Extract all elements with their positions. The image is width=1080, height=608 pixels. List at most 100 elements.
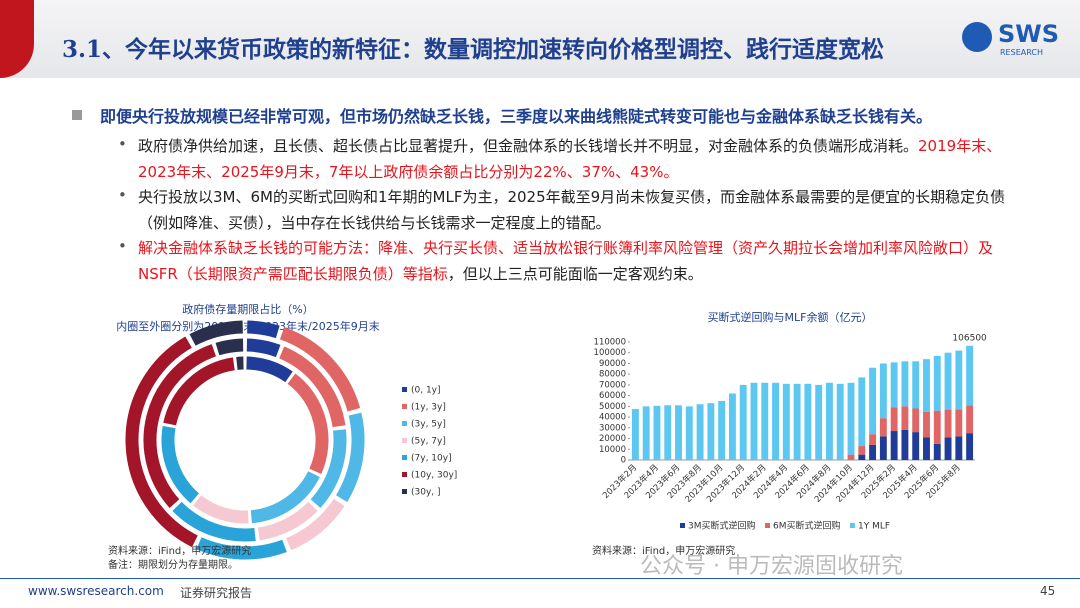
legend-swatch [765,523,770,528]
bullet-text: ，但以上三点可能面临一定客观约束。 [447,265,703,283]
legend-label: (7y, 10y] [411,454,452,464]
bar-segment [901,361,909,407]
bar-segment [869,434,877,445]
legend-swatch [680,523,685,528]
donut-slice [125,336,198,548]
bar-segment [696,404,704,460]
legend-swatch [850,523,855,528]
header-band [0,0,1080,78]
bar-segment [858,454,866,460]
donut-slice [250,471,320,524]
bar-segment [955,436,963,460]
y-tick-label: 80000 [599,370,626,380]
legend-swatch [402,438,407,443]
bar-segment [923,359,930,412]
bullet-text: 政府债净供给加速，且长债、超长债占比显著提升，但金融体系的长钱增长并不明显，对金… [138,137,919,155]
legend-swatch [402,404,407,409]
donut-slice [193,495,249,524]
legend-swatch [402,472,407,477]
legend-label: (1y, 3y] [411,403,446,413]
footer-site: www.swsresearch.com [28,584,164,598]
donut-slice [163,357,235,426]
bullet-square [72,110,82,120]
legend-label: (30y, ] [411,488,441,498]
bar-segment [923,437,930,460]
bar-segment [664,405,672,460]
donut-slice [246,356,293,383]
donut-slice [215,338,244,356]
donut-slice [279,346,346,428]
bar-segment [793,383,801,460]
bar-segment [782,383,790,460]
bar-segment [728,393,736,460]
logo-icon [962,22,992,52]
bar-segment [804,383,812,460]
donut-slice [172,501,256,542]
bar-segment [826,382,833,460]
legend-label: (3y, 5y] [411,420,446,430]
y-tick-label: 30000 [599,423,626,433]
main-point: 即便央行投放规模已经非常可观，但市场仍然缺乏长钱，三季度以来曲线熊陡式转变可能也… [100,107,933,126]
bar-segment [631,409,639,460]
bar-segment [955,409,963,437]
bar-segment [944,352,952,410]
footer-line [0,578,1080,579]
bar-segment [933,410,941,444]
bar-segment [901,406,909,430]
donut-slice [246,320,280,339]
bullet-text: 解决金融体系缺乏长钱的可能方法：降准、央行买长债、适当放松银行账簿利率风险管理（… [138,239,994,283]
bar-segment [836,383,844,460]
bar-segment [966,405,974,434]
bar-segment [933,443,941,460]
donut-slice [286,498,345,551]
donut-slice [287,373,329,475]
legend-swatch [402,455,407,460]
bar-segment [966,433,974,460]
bullet: 解决金融体系缺乏长钱的可能方法：降准、央行买长债、适当放松银行账簿利率风险管理（… [138,235,1030,287]
y-tick-label: 50000 [599,402,626,412]
bullet: 政府债净供给加速，且长债、超长债占比显著提升，但金融体系的长钱增长并不明显，对金… [138,133,1030,185]
footer-label: 证券研究报告 [180,586,253,600]
bar-segment [879,418,887,437]
legend-swatch [402,489,407,494]
bar-segment [923,411,930,438]
donut-slice [161,426,200,504]
bullet-text: 2019年末、2023年末、2025年9月末，7年以上政府债余额占比分别为22%… [138,137,1002,181]
legend-swatch [402,421,407,426]
bar-segment [750,382,758,460]
bar-segment [685,406,693,460]
donut-slice [246,338,281,358]
annotation: 106500 [952,333,987,343]
bullet-dot: • [118,186,127,204]
donut-slice [196,537,287,560]
bar-segment [707,403,715,460]
slide-title: 3.1、今年以来货币政策的新特征：数量调控加速转向价格型调控、践行适度宽松 [62,36,885,63]
bullet-dot: • [118,135,127,153]
chart-title: 买断式逆回购与MLF余额（亿元） [708,310,873,324]
donut-slice [143,344,217,508]
bar-segment [815,384,823,460]
bar-segment [890,362,898,408]
bullet-text: 央行投放以3M、6M的买断式回购和1年期的MLF为主，2025年截至9月尚未恢复… [138,188,1006,232]
bar-segment [890,407,898,432]
y-tick-label: 90000 [599,359,626,369]
bar-segment [944,437,952,460]
page-number: 45 [1040,584,1056,598]
y-tick-label: 100000 [594,348,626,358]
bullet-dot: • [118,237,127,255]
bar-segment [718,401,726,460]
donut-slice [335,412,365,502]
bar-segment [890,431,898,460]
legend-label: (5y, 7y] [411,437,446,447]
watermark: 公众号 · 申万宏源固收研究 [640,554,903,579]
bar-segment [901,429,909,460]
legend-label: 1Y MLF [858,522,890,532]
bar-segment [858,377,866,447]
bar-segment [772,382,779,460]
legend-label: 3M买断式逆回购 [688,520,756,532]
bar-segment [858,446,866,455]
y-tick-label: 0 [621,456,626,466]
bar-segment [912,361,920,409]
bar-segment [966,345,974,406]
